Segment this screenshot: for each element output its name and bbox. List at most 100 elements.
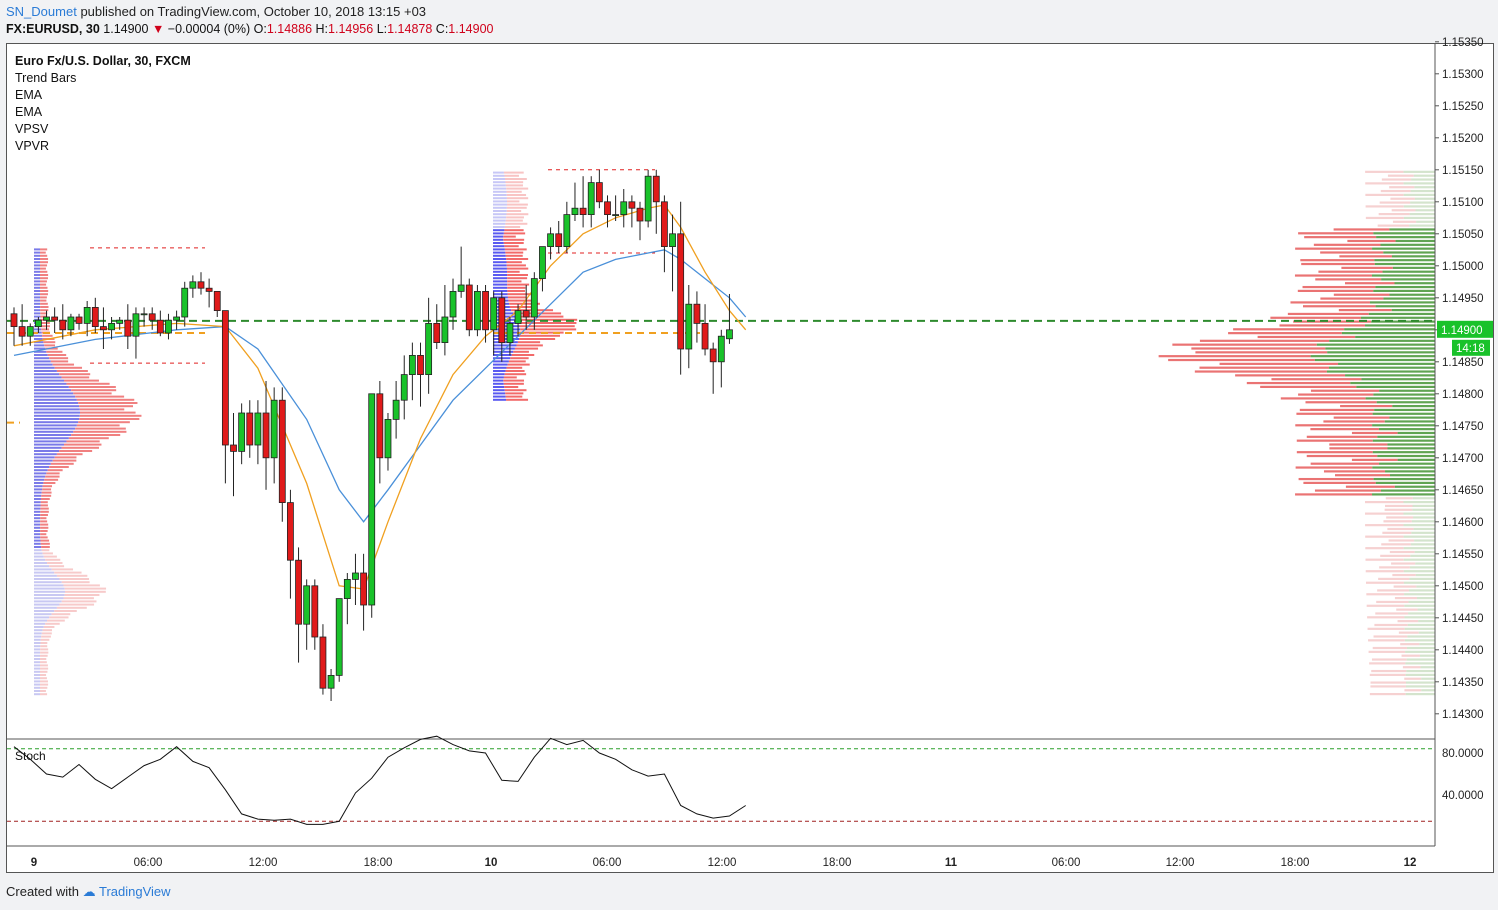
last-price-tag [1437, 320, 1493, 338]
candle [91, 297, 99, 333]
candle [701, 304, 709, 356]
candle-body [124, 319, 132, 337]
candle [693, 291, 701, 343]
candle [262, 381, 270, 490]
price-tick-label: 1.15050 [1442, 229, 1484, 241]
publish-date: published on TradingView.com, October 10… [80, 4, 427, 19]
candle-body [278, 399, 286, 504]
candle-body [392, 399, 400, 420]
candle [181, 281, 189, 327]
candle-body [539, 246, 546, 280]
tradingview-link[interactable]: TradingView [99, 884, 171, 899]
candle-body [506, 322, 514, 343]
candle-body [368, 393, 376, 606]
stoch-tick-label: 40.0000 [1442, 790, 1484, 802]
price-tick-label: 1.14600 [1442, 517, 1484, 529]
low-label: L: [376, 22, 388, 36]
legend-item-vpvr[interactable]: VPVR [15, 139, 50, 153]
candle [18, 304, 26, 346]
candle-body [425, 322, 433, 375]
candle-body [636, 207, 644, 222]
candle-body [726, 329, 733, 340]
candle-body [108, 322, 115, 331]
price-tick-label: 1.14450 [1442, 613, 1484, 625]
candle [506, 317, 514, 356]
candle [303, 579, 311, 650]
last-price: 1.14900 [103, 22, 149, 36]
candle-body [400, 374, 408, 401]
candle [156, 310, 164, 337]
candle [441, 285, 449, 356]
candle-body [661, 201, 668, 248]
candle-body [238, 412, 246, 452]
time-tick-label: 12:00 [1166, 857, 1195, 869]
candle [376, 381, 384, 484]
candle-body [10, 313, 18, 327]
candle [116, 317, 124, 330]
candle [197, 272, 205, 295]
candle-body [490, 297, 498, 331]
candle [278, 387, 286, 522]
candle-body [352, 572, 359, 580]
candle [34, 317, 42, 333]
price-pane-bg [7, 44, 1435, 738]
candle [26, 323, 34, 346]
candle-body [100, 326, 107, 331]
candle-body [327, 675, 335, 689]
legend-item-ema-fast[interactable]: EMA [15, 88, 43, 102]
candle-body [319, 636, 327, 689]
legend-item-symbol[interactable]: Euro Fx/U.S. Dollar, 30, FXCM [15, 54, 191, 68]
candle [230, 413, 237, 497]
candle-body [83, 306, 91, 324]
candle [311, 579, 319, 650]
open-label: O: [253, 22, 267, 36]
high-value: 1.14956 [328, 22, 374, 36]
price-tick-label: 1.14850 [1442, 357, 1484, 369]
countdown-tag-label: 14:18 [1456, 343, 1485, 355]
stoch-pane-bg [7, 739, 1435, 846]
candle-body [18, 326, 26, 337]
candle [579, 176, 587, 228]
candle [140, 307, 148, 327]
price-tick-label: 1.14400 [1442, 645, 1484, 657]
author-link[interactable]: SN_Doumet [6, 4, 77, 19]
legend-item-ema-slow[interactable]: EMA [15, 105, 43, 119]
candle [132, 307, 140, 359]
candle-body [644, 175, 652, 222]
price-tick-label: 1.14650 [1442, 485, 1484, 497]
candle-body [75, 316, 83, 324]
candle [547, 227, 554, 260]
candle [59, 304, 67, 340]
candle [620, 189, 628, 228]
candle [10, 307, 18, 346]
candle [726, 293, 733, 344]
candle-body [156, 319, 164, 334]
time-tick-label: 12:00 [708, 857, 737, 869]
last-price-tag-label: 1.14900 [1441, 325, 1483, 337]
candle-body [303, 585, 311, 625]
price-tick-label: 1.15200 [1442, 133, 1484, 145]
candle-body [620, 201, 628, 216]
candle-body [221, 310, 229, 446]
candle [124, 304, 132, 349]
candle [514, 304, 522, 337]
candle-body [701, 322, 709, 350]
candle [343, 573, 351, 625]
legend-item-trend-bars[interactable]: Trend Bars [15, 71, 77, 85]
open-value: 1.14886 [266, 22, 313, 36]
candle [148, 307, 156, 330]
candle-body [677, 233, 685, 350]
candle-body [709, 348, 717, 363]
candle [433, 304, 441, 349]
candle [482, 285, 489, 343]
candle [238, 403, 246, 465]
publish-info: SN_Doumet published on TradingView.com, … [6, 4, 426, 19]
price-tick-label: 1.15350 [1442, 37, 1484, 49]
price-tick-label: 1.14700 [1442, 453, 1484, 465]
candle [661, 195, 668, 273]
candle [498, 291, 506, 362]
legend-item-vpsv[interactable]: VPSV [15, 122, 49, 136]
candle [563, 201, 571, 253]
candle-body [441, 316, 449, 344]
